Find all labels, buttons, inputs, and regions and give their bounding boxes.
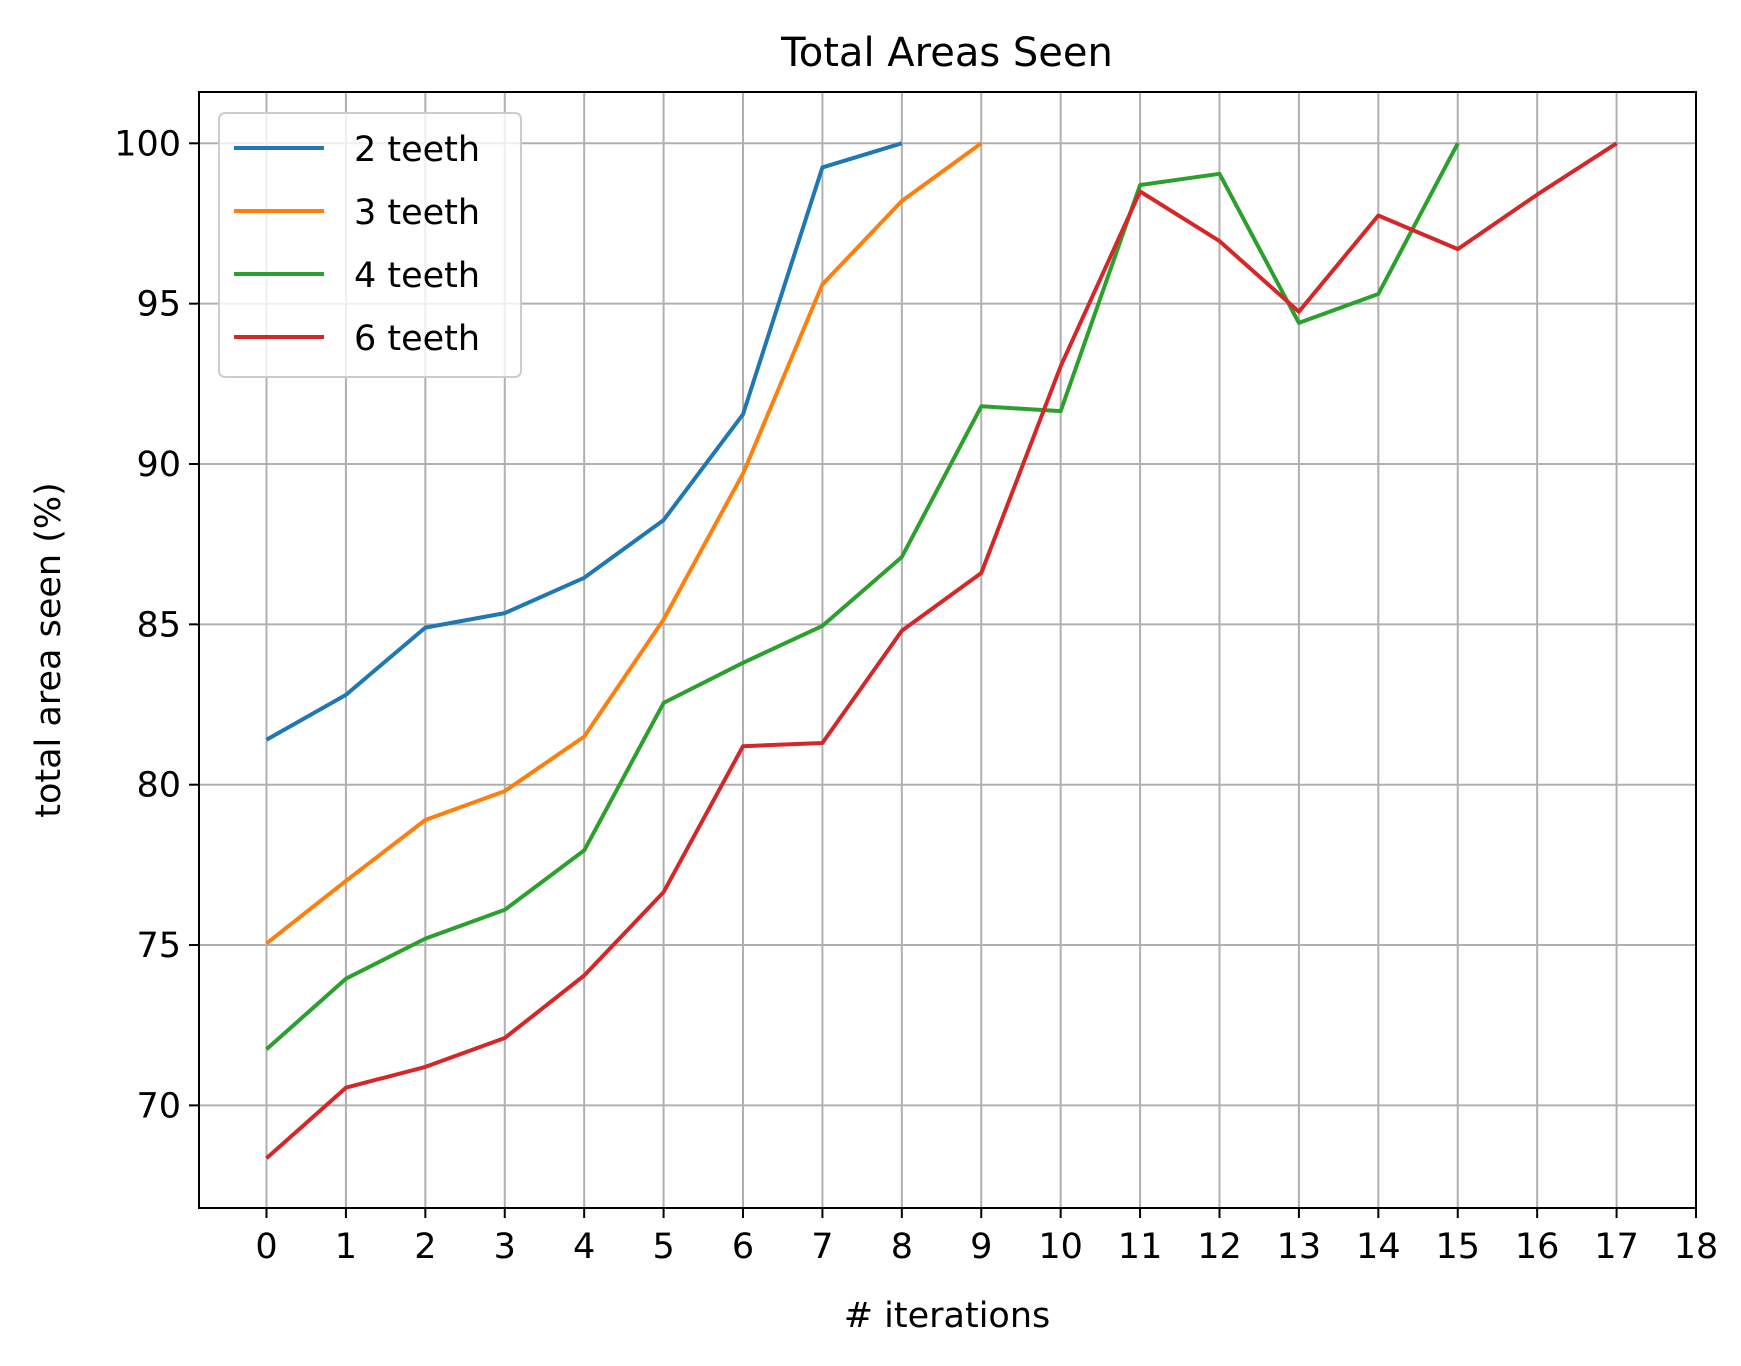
legend-label: 3 teeth xyxy=(354,193,480,233)
x-tick-label: 10 xyxy=(1038,1227,1083,1267)
x-tick-label: 13 xyxy=(1277,1227,1322,1267)
x-tick-label: 12 xyxy=(1197,1227,1242,1267)
x-tick-label: 4 xyxy=(573,1227,595,1267)
series-line-3-teeth xyxy=(265,141,983,945)
x-tick-label: 2 xyxy=(414,1227,436,1267)
x-tick-label: 9 xyxy=(970,1227,992,1267)
series-line-6-teeth xyxy=(265,141,1618,1160)
x-tick-label: 15 xyxy=(1435,1227,1480,1267)
y-tick-label: 85 xyxy=(136,605,181,645)
x-tick-label: 14 xyxy=(1356,1227,1401,1267)
legend-label: 2 teeth xyxy=(354,130,480,170)
y-tick-label: 95 xyxy=(136,285,181,325)
plot-frame xyxy=(198,91,1697,1209)
x-axis-ticks: 0 1 2 3 4 5 6 7 8 9 10 11 12 13 14 15 16 17 18 xyxy=(255,1208,1718,1267)
y-tick-label: 100 xyxy=(114,124,181,164)
x-tick-label: 18 xyxy=(1674,1227,1719,1267)
x-tick-label: 6 xyxy=(732,1227,754,1267)
x-tick-label: 1 xyxy=(335,1227,357,1267)
y-tick-label: 75 xyxy=(136,926,181,966)
y-axis-ticks: 70 75 80 85 90 95 100 xyxy=(114,124,199,1126)
series-line-4-teeth xyxy=(265,142,1460,1051)
x-tick-label: 7 xyxy=(811,1227,833,1267)
x-tick-label: 11 xyxy=(1118,1227,1163,1267)
series-lines xyxy=(265,141,1618,1160)
legend-label: 6 teeth xyxy=(354,319,480,359)
y-axis-label: total area seen (%) xyxy=(29,482,69,818)
legend-box xyxy=(218,112,522,378)
x-tick-label: 0 xyxy=(255,1227,277,1267)
x-tick-label: 17 xyxy=(1594,1227,1639,1267)
y-tick-label: 80 xyxy=(136,766,181,806)
x-axis-label: # iterations xyxy=(844,1296,1051,1336)
x-tick-label: 16 xyxy=(1515,1227,1560,1267)
chart-title: Total Areas Seen xyxy=(780,30,1113,76)
x-tick-label: 3 xyxy=(494,1227,516,1267)
legend: 2 teeth 3 teeth 4 teeth 6 teeth xyxy=(218,112,522,378)
series-line-2-teeth xyxy=(265,141,903,742)
y-tick-label: 90 xyxy=(136,445,181,485)
x-tick-label: 5 xyxy=(652,1227,674,1267)
x-tick-label: 8 xyxy=(891,1227,913,1267)
y-tick-label: 70 xyxy=(136,1086,181,1126)
legend-label: 4 teeth xyxy=(354,256,480,296)
